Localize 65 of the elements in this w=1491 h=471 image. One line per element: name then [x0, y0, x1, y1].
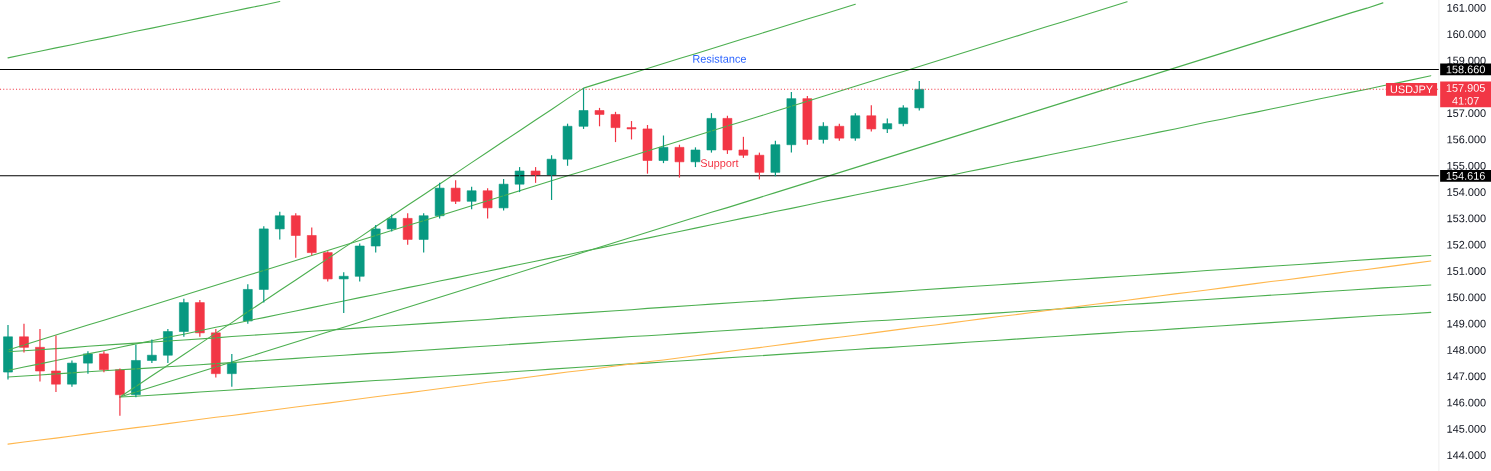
candlestick	[370, 224, 381, 254]
text: 41:07	[1452, 96, 1479, 105]
annotation: Resistance	[693, 54, 746, 63]
ref-line-label: 158.660	[1446, 65, 1485, 74]
candlestick	[354, 242, 365, 283]
candlestick	[866, 104, 877, 133]
candlestick	[610, 111, 621, 143]
y-tick-label: 145.000	[1447, 425, 1486, 433]
candlestick	[562, 123, 573, 167]
candlestick	[690, 146, 701, 168]
candlestick	[418, 212, 429, 254]
ref-line-label: 154.616	[1446, 172, 1485, 180]
ref-line-label: 157.905	[1446, 84, 1485, 92]
candlestick	[786, 91, 797, 154]
candlestick	[195, 299, 205, 338]
y-tick-label: 151.000	[1447, 267, 1486, 275]
y-tick-label: 148.000	[1447, 346, 1486, 354]
candlestick	[306, 227, 317, 256]
y-tick-label: 160.000	[1447, 30, 1486, 39]
candlestick	[227, 353, 237, 388]
candlestick	[642, 124, 653, 175]
candlestick	[434, 182, 445, 219]
candlestick	[338, 271, 349, 314]
y-tick-label: 144.000	[1447, 451, 1486, 460]
candlestick	[626, 120, 637, 141]
candlestick	[898, 104, 909, 127]
candlestick	[578, 87, 589, 130]
candlestick	[450, 179, 461, 205]
y-tick-label: 155.000	[1447, 161, 1486, 170]
y-tick-label: 156.000	[1447, 135, 1486, 144]
y-tick-label: 146.000	[1447, 398, 1486, 407]
candlestick	[802, 95, 813, 146]
candlestick	[322, 250, 333, 283]
y-tick-label: 157.000	[1447, 109, 1486, 118]
candlestick	[243, 283, 253, 325]
candlestick	[402, 212, 413, 246]
candlestick	[754, 152, 765, 181]
candlestick	[275, 211, 285, 241]
y-tick-label: 154.000	[1447, 188, 1486, 196]
candlestick	[738, 136, 749, 159]
candlestick	[482, 187, 493, 219]
candlestick	[259, 225, 269, 304]
y-tick-label: 149.000	[1447, 319, 1486, 328]
candlestick	[914, 80, 925, 112]
candlestick	[674, 144, 685, 179]
y-tick-label: 150.000	[1447, 293, 1486, 302]
candlestick	[658, 134, 669, 164]
candlestick	[722, 115, 733, 155]
line-series	[7, 1, 281, 59]
annotation: Support	[700, 159, 739, 170]
candlestick	[818, 121, 829, 144]
y-tick-label: 161.000	[1447, 4, 1486, 12]
candlestick	[770, 140, 781, 177]
y-tick-label: 159.000	[1447, 56, 1486, 65]
y-tick-label: 147.000	[1447, 372, 1486, 381]
candlestick	[850, 112, 861, 142]
y-tick-label: 153.000	[1447, 214, 1486, 223]
candlestick	[290, 212, 301, 259]
candlestick	[498, 178, 509, 212]
candlestick	[594, 107, 605, 127]
y-tick-label: 152.000	[1447, 240, 1486, 249]
candlestick	[466, 186, 477, 210]
candlestick	[706, 112, 717, 154]
annotation: USDJPY	[1390, 85, 1433, 94]
candlestick	[546, 154, 557, 201]
